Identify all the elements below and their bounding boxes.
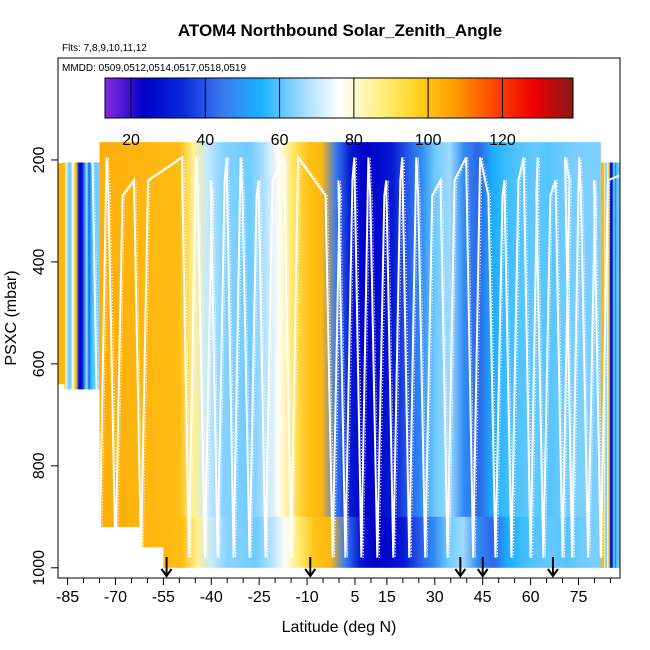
dates-label: MMDD: 0509,0512,0514,0517,0518,0519: [62, 63, 246, 74]
x-tick-label: 60: [522, 589, 540, 606]
y-tick-label: 800: [31, 452, 48, 479]
colorbar-tick-label: 120: [489, 132, 516, 149]
y-axis-label: PSXC (mbar): [3, 270, 20, 365]
x-tick-label: -10: [296, 589, 319, 606]
y-tick-label: 1000: [31, 550, 48, 586]
y-tick-label: 200: [31, 147, 48, 174]
colorbar-tick-label: 20: [122, 132, 140, 149]
x-tick-label: 75: [570, 589, 588, 606]
x-tick-label: 30: [426, 589, 444, 606]
arrow-head: [476, 568, 489, 578]
x-tick-label: -70: [104, 589, 127, 606]
flights-label: Flts: 7,8,9,10,11,12: [62, 43, 147, 54]
x-tick-label: 15: [378, 589, 396, 606]
x-tick-label: -40: [200, 589, 223, 606]
arrow-head: [547, 568, 559, 578]
x-tick-label: -55: [152, 589, 175, 606]
no-coverage-region: [58, 384, 164, 578]
x-tick-label: 45: [474, 589, 492, 606]
chart-title: ATOM4 Northbound Solar_Zenith_Angle: [178, 21, 502, 40]
colorbar-tick-label: 80: [345, 132, 363, 149]
colorbar-tick-label: 100: [415, 132, 442, 149]
y-tick-label: 400: [31, 248, 48, 275]
x-tick-label: -25: [248, 589, 271, 606]
arrow-head: [454, 568, 467, 578]
y-tick-label: 600: [31, 350, 48, 377]
x-tick-label: 5: [351, 589, 360, 606]
colorbar: [104, 77, 574, 119]
profile-trace: [58, 154, 620, 558]
profile-trace-dotted: [59, 155, 620, 558]
y-axis: 200 400 600 800 1000: [31, 147, 58, 586]
colorbar-tick-label: 40: [196, 132, 214, 149]
colorbar-tick-label: 60: [271, 132, 289, 149]
x-axis: -85 -70 -55 -40 -25 -10 5 15 30 45 60 75: [56, 578, 611, 606]
arrow-markers: [160, 557, 559, 578]
arrow-head: [304, 568, 317, 578]
x-axis-label: Latitude (deg N): [282, 619, 397, 636]
colorbar-ticks: 20 40 60 80 100 120: [122, 78, 516, 149]
x-tick-label: -85: [56, 589, 79, 606]
flight-profile-traces: [58, 154, 620, 558]
arrow-head: [160, 568, 173, 578]
